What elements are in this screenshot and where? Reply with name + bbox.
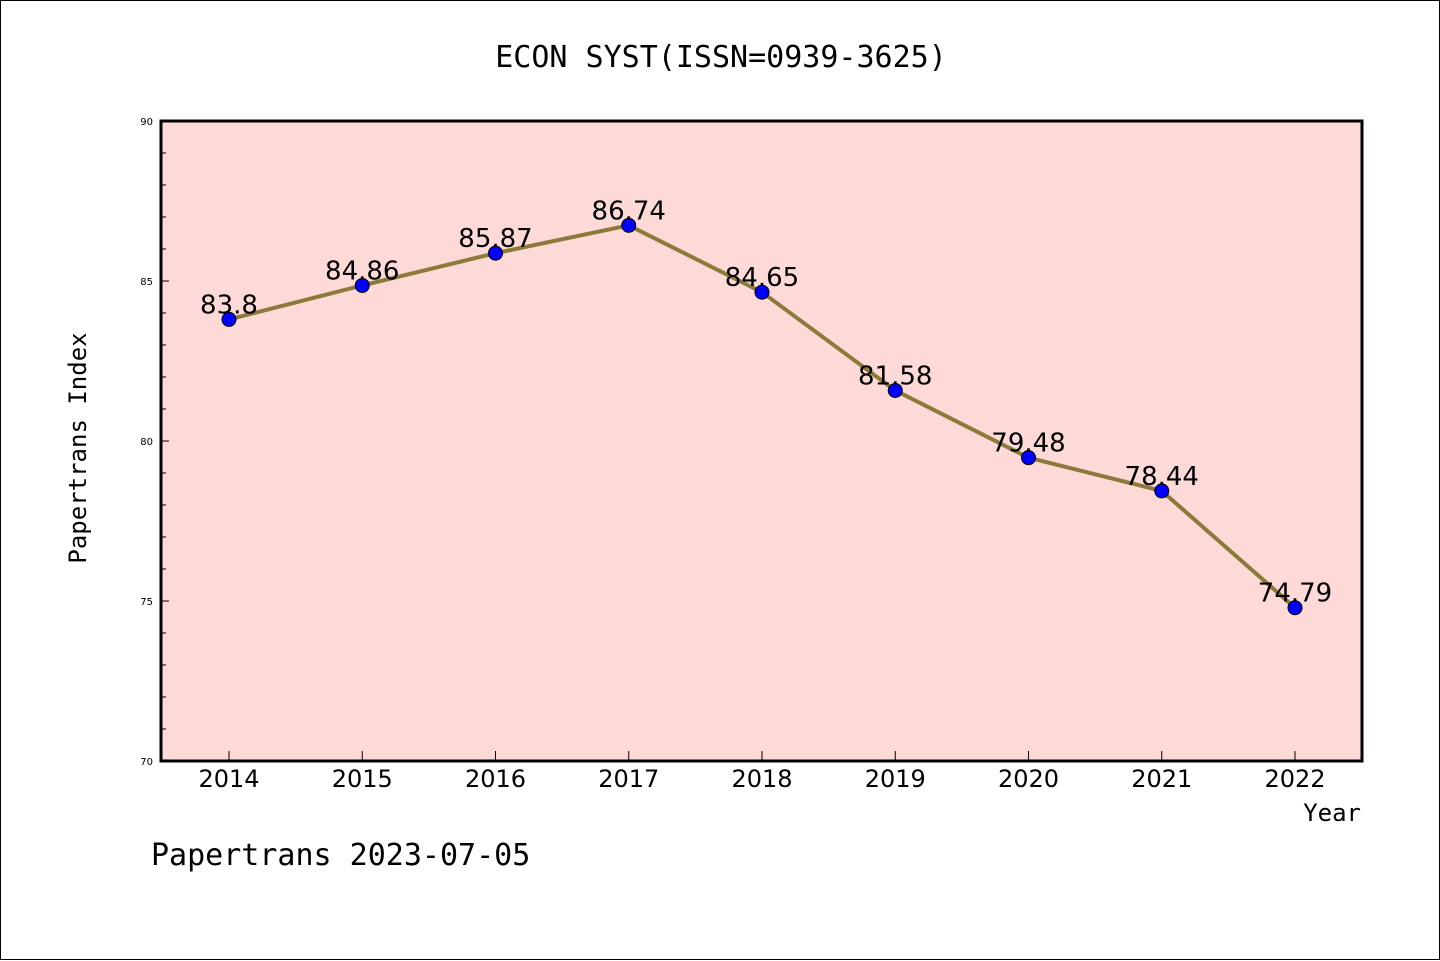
data-label: 74.79 (1258, 579, 1332, 609)
y-axis-label: Papertrans Index (64, 332, 92, 563)
data-point (1287, 600, 1303, 616)
data-label: 84.86 (325, 256, 399, 286)
x-tick-label: 2016 (465, 765, 526, 793)
x-tick-label: 2019 (865, 765, 926, 793)
data-point (887, 382, 903, 398)
data-label: 79.48 (991, 429, 1065, 459)
x-axis: 2014 2015 2016 2017 2018 2019 2020 2021 2022 (198, 751, 1326, 793)
y-tick-label: 80 (140, 437, 153, 448)
x-tick-label: 2017 (598, 765, 659, 793)
data-point (488, 245, 503, 261)
data-point (1154, 483, 1170, 499)
data-label: 78.44 (1125, 462, 1199, 492)
data-point (354, 277, 370, 293)
y-axis: 70 75 80 85 90 (140, 117, 169, 768)
y-tick-label: 70 (140, 757, 153, 768)
x-tick-label: 2020 (998, 765, 1059, 793)
x-tick-label: 2018 (731, 765, 792, 793)
y-tick-label: 90 (140, 117, 153, 128)
data-point (754, 284, 770, 300)
x-tick-label: 2022 (1264, 765, 1325, 793)
data-label: 83.8 (200, 290, 258, 320)
x-tick-label: 2014 (198, 765, 259, 793)
y-tick-label: 85 (140, 277, 153, 288)
footer-text: Papertrans 2023-07-05 (151, 838, 530, 873)
data-label: 86.74 (592, 196, 666, 226)
data-labels: 83.8 84.86 85.87 86.74 84.65 81.58 79.48 78.44 7… (200, 196, 1332, 608)
plot-area (159, 119, 1364, 763)
data-point (1021, 450, 1036, 466)
data-label: 84.65 (725, 263, 799, 293)
x-tick-label: 2021 (1131, 765, 1192, 793)
x-axis-label: Year (1303, 799, 1361, 827)
data-label: 85.87 (458, 224, 532, 254)
data-label: 81.58 (858, 361, 932, 391)
series (221, 217, 1303, 616)
chart-title: ECON SYST(ISSN=0939-3625) (495, 40, 947, 75)
x-tick-label: 2015 (332, 765, 393, 793)
y-tick-label: 75 (140, 597, 153, 608)
data-point (221, 311, 237, 327)
data-point (621, 217, 637, 233)
